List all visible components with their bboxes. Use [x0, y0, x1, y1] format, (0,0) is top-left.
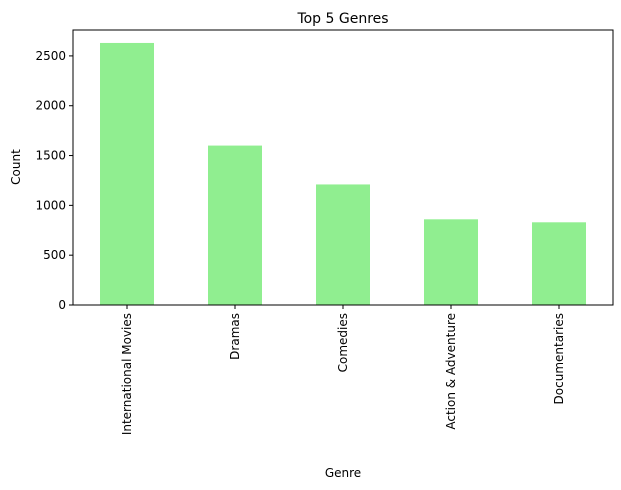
y-tick-label: 1500: [35, 149, 66, 163]
x-tick-label: Comedies: [336, 313, 350, 372]
x-tick-label: Action & Adventure: [444, 313, 458, 430]
bar-4: [532, 222, 586, 305]
x-axis-title: Genre: [325, 466, 361, 480]
bar-1: [208, 145, 262, 305]
x-tick-label: International Movies: [120, 313, 134, 435]
plot-frame: [72, 29, 614, 306]
y-axis-ticks: 0 500 1000 1500 2000 2500: [35, 49, 73, 312]
y-tick-label: 2000: [35, 99, 66, 113]
y-axis-title: Count: [9, 149, 23, 185]
x-tick-label: Dramas: [228, 313, 242, 360]
y-tick-label: 2500: [35, 49, 66, 63]
x-tick-label: Documentaries: [552, 313, 566, 404]
bar-3: [424, 219, 478, 305]
y-tick-label: 500: [43, 248, 66, 262]
bars-group: [100, 42, 586, 305]
bar-2: [316, 184, 370, 305]
bar-0: [100, 42, 154, 305]
chart-title: Top 5 Genres: [296, 11, 388, 27]
y-tick-label: 0: [58, 298, 66, 312]
y-tick-label: 1000: [35, 198, 66, 212]
x-axis-ticks: International Movies Dramas Comedies Action…: [120, 305, 566, 435]
